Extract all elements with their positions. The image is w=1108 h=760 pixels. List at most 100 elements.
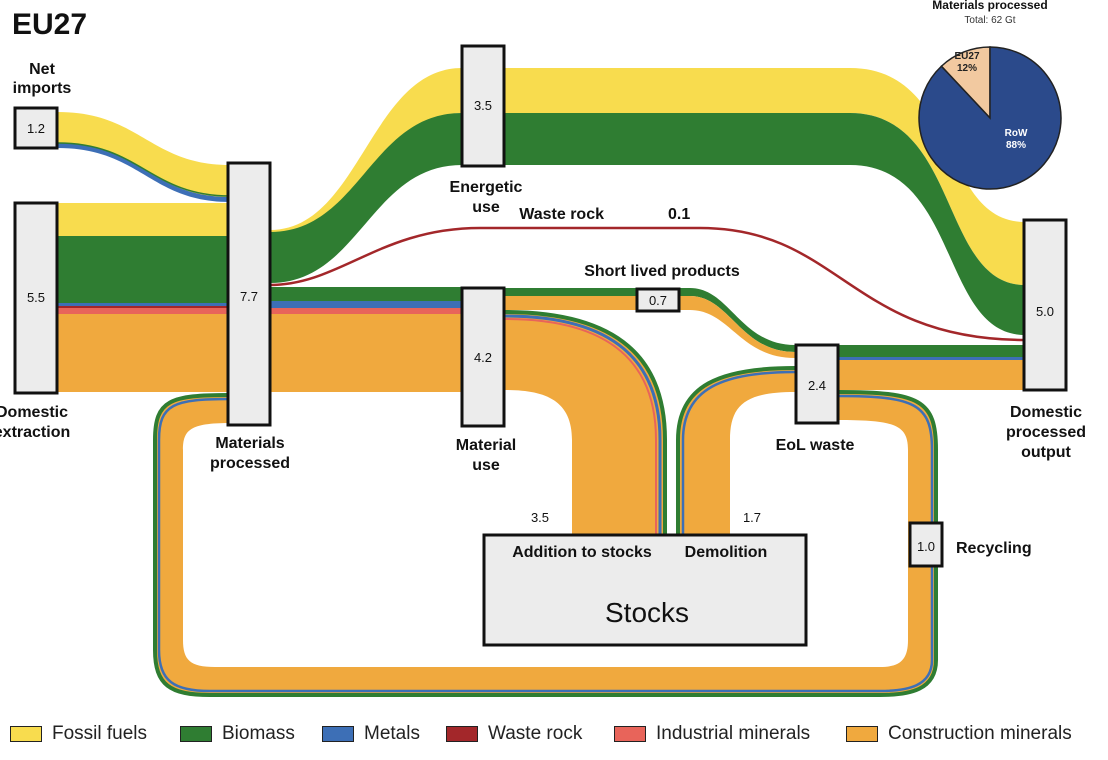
flow-imports-fossil bbox=[58, 112, 230, 198]
flow-energetic-output-biomass bbox=[505, 113, 1025, 335]
pie-row-percent: 88% bbox=[1006, 140, 1026, 151]
flow-energetic-output-fossil bbox=[505, 68, 1025, 285]
flow-extraction-waste-rock bbox=[58, 306, 230, 308]
domestic-output-value: 5.0 bbox=[1036, 304, 1054, 319]
domestic-extraction-label-1: Domestic bbox=[0, 404, 68, 421]
pie-eu27-percent: 12% bbox=[957, 63, 977, 74]
eol-waste-label: EoL waste bbox=[776, 437, 855, 454]
domestic-output-label-2: processed bbox=[1006, 424, 1086, 441]
node-stocks bbox=[482, 533, 808, 647]
legend-item-fossil-fuels: Fossil fuels bbox=[10, 716, 147, 752]
flow-extraction-biomass bbox=[58, 236, 230, 303]
node-materials-processed bbox=[226, 161, 272, 427]
net-imports-label-1: Net bbox=[29, 61, 55, 78]
legend-item-biomass: Biomass bbox=[180, 716, 295, 752]
energetic-use-label-1: Energetic bbox=[450, 179, 523, 196]
recycling-value: 1.0 bbox=[917, 539, 935, 554]
flow-demolition bbox=[678, 368, 795, 535]
domestic-output-label-1: Domestic bbox=[1010, 404, 1082, 421]
flow-demolition-edge-green bbox=[676, 366, 796, 535]
flow-imports-metals bbox=[58, 143, 230, 202]
pie-title: Materials processed bbox=[932, 0, 1047, 12]
node-net-imports bbox=[13, 106, 59, 150]
addition-to-stocks-value: 3.5 bbox=[531, 510, 549, 525]
legend-label: Biomass bbox=[222, 723, 295, 744]
node-energetic-use bbox=[460, 44, 506, 168]
flow-addition-to-stocks bbox=[505, 312, 665, 535]
domestic-output-label-3: output bbox=[1021, 444, 1071, 461]
node-domestic-output bbox=[1022, 218, 1068, 392]
flow-extraction-metals bbox=[58, 303, 230, 306]
flow-processed-use-construction bbox=[270, 314, 462, 392]
legend-label: Industrial minerals bbox=[656, 723, 811, 744]
legend-item-construction-minerals: Construction minerals bbox=[846, 716, 1072, 752]
demolition-value: 1.7 bbox=[743, 510, 761, 525]
legend-swatch bbox=[180, 726, 212, 742]
flow-demolition-edge-blue bbox=[681, 370, 796, 535]
pie-slice-row bbox=[918, 46, 1062, 190]
material-use-label-1: Material bbox=[456, 437, 516, 454]
flow-processed-use-metals bbox=[270, 301, 462, 308]
energetic-use-value: 3.5 bbox=[474, 98, 492, 113]
flow-recycling-edge-green bbox=[153, 390, 938, 697]
flow-addition-edge-red bbox=[504, 318, 657, 535]
addition-to-stocks-label: Addition to stocks bbox=[512, 544, 652, 561]
flow-addition-edge-green bbox=[504, 310, 667, 535]
pie-slices bbox=[918, 46, 1062, 190]
legend-item-waste-rock: Waste rock bbox=[446, 716, 582, 752]
node-recycling bbox=[908, 521, 944, 568]
flow-processed-energetic-biomass bbox=[270, 113, 462, 283]
legend-label: Construction minerals bbox=[888, 723, 1072, 744]
short-lived-label: Short lived products bbox=[584, 263, 740, 280]
node-short-lived bbox=[635, 287, 681, 313]
node-material-use bbox=[460, 286, 506, 428]
net-imports-value: 1.2 bbox=[27, 121, 45, 136]
flow-recycling-edge-blue bbox=[157, 394, 934, 693]
materials-processed-value: 7.7 bbox=[240, 289, 258, 304]
flow-extraction-construction bbox=[58, 314, 230, 392]
eol-waste-value: 2.4 bbox=[808, 378, 826, 393]
legend-swatch bbox=[614, 726, 646, 742]
pie-subtitle: Total: 62 Gt bbox=[964, 15, 1015, 26]
waste-rock-label: Waste rock bbox=[519, 206, 604, 223]
materials-processed-label-2: processed bbox=[210, 455, 290, 472]
net-imports-label-2: imports bbox=[13, 80, 72, 97]
legend-label: Waste rock bbox=[488, 723, 583, 744]
legend-swatch bbox=[10, 726, 42, 742]
domestic-extraction-value: 5.5 bbox=[27, 290, 45, 305]
waste-rock-value: 0.1 bbox=[668, 206, 690, 223]
domestic-extraction-label-2: extraction bbox=[0, 424, 70, 441]
stocks-label: Stocks bbox=[605, 597, 689, 628]
flows bbox=[57, 68, 1026, 697]
flow-addition-edge-blue bbox=[504, 314, 662, 535]
node-eol-waste bbox=[794, 343, 840, 425]
diagram-title: EU27 bbox=[12, 8, 87, 41]
inset-pie-chart: Materials processed Total: 62 Gt EU27 12… bbox=[918, 0, 1062, 190]
flow-eol-output-construction bbox=[838, 360, 1025, 390]
nodes bbox=[13, 44, 1068, 647]
flow-eol-output-metals bbox=[838, 357, 1025, 360]
legend-item-metals: Metals bbox=[322, 716, 420, 752]
recycling-label: Recycling bbox=[956, 540, 1032, 557]
legend-swatch bbox=[322, 726, 354, 742]
flow-extraction-industrial bbox=[58, 308, 230, 314]
legend-item-industrial-minerals: Industrial minerals bbox=[614, 716, 810, 752]
node-domestic-extraction bbox=[13, 201, 59, 395]
pie-row-label: RoW bbox=[1005, 128, 1028, 139]
demolition-label: Demolition bbox=[685, 544, 768, 561]
legend-label: Metals bbox=[364, 723, 420, 744]
flow-imports-biomass-edge bbox=[57, 142, 231, 197]
flow-processed-use-biomass bbox=[270, 287, 462, 301]
flow-processed-use-industrial bbox=[270, 308, 462, 314]
energetic-use-label-2: use bbox=[472, 199, 500, 216]
material-use-value: 4.2 bbox=[474, 350, 492, 365]
materials-processed-label-1: Materials bbox=[215, 435, 284, 452]
legend-swatch bbox=[846, 726, 878, 742]
flow-eol-output-biomass bbox=[838, 345, 1025, 357]
legend-swatch bbox=[446, 726, 478, 742]
flow-waste-rock bbox=[269, 226, 1026, 342]
legend: Fossil fuels Biomass Metals Waste rock I… bbox=[0, 716, 1108, 756]
pie-eu27-label: EU27 bbox=[954, 51, 979, 62]
flow-shortlived-construction bbox=[505, 296, 795, 358]
